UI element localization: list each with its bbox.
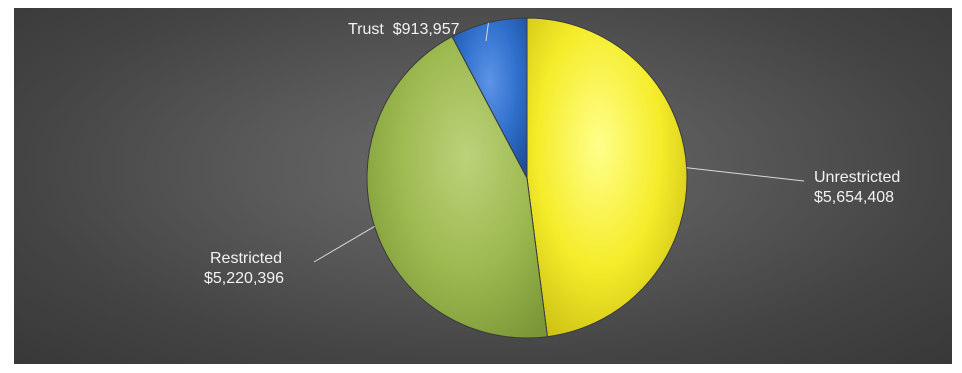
pie-chart <box>313 17 805 339</box>
label-restricted-name: Restricted <box>210 250 283 267</box>
label-restricted: Restricted $5,220,396 <box>204 249 284 289</box>
chart-area: Trust $913,957 Unrestricted $5,654,408 R… <box>14 8 952 364</box>
label-unrestricted-value: $5,654,408 <box>814 189 895 206</box>
label-restricted-value: $5,220,396 <box>204 270 285 287</box>
label-unrestricted-name: Unrestricted <box>814 169 901 186</box>
label-trust-value: $913,957 <box>392 21 460 38</box>
leader-line-trust <box>485 22 489 42</box>
label-trust-name: Trust <box>348 21 384 38</box>
pie-slice-restricted <box>366 35 548 339</box>
label-unrestricted: Unrestricted $5,654,408 <box>814 168 900 208</box>
pie-slice-unrestricted <box>526 17 688 338</box>
leader-line-restricted <box>313 225 375 263</box>
leader-line-unrestricted <box>686 167 805 182</box>
label-trust: Trust $913,957 <box>348 20 459 40</box>
